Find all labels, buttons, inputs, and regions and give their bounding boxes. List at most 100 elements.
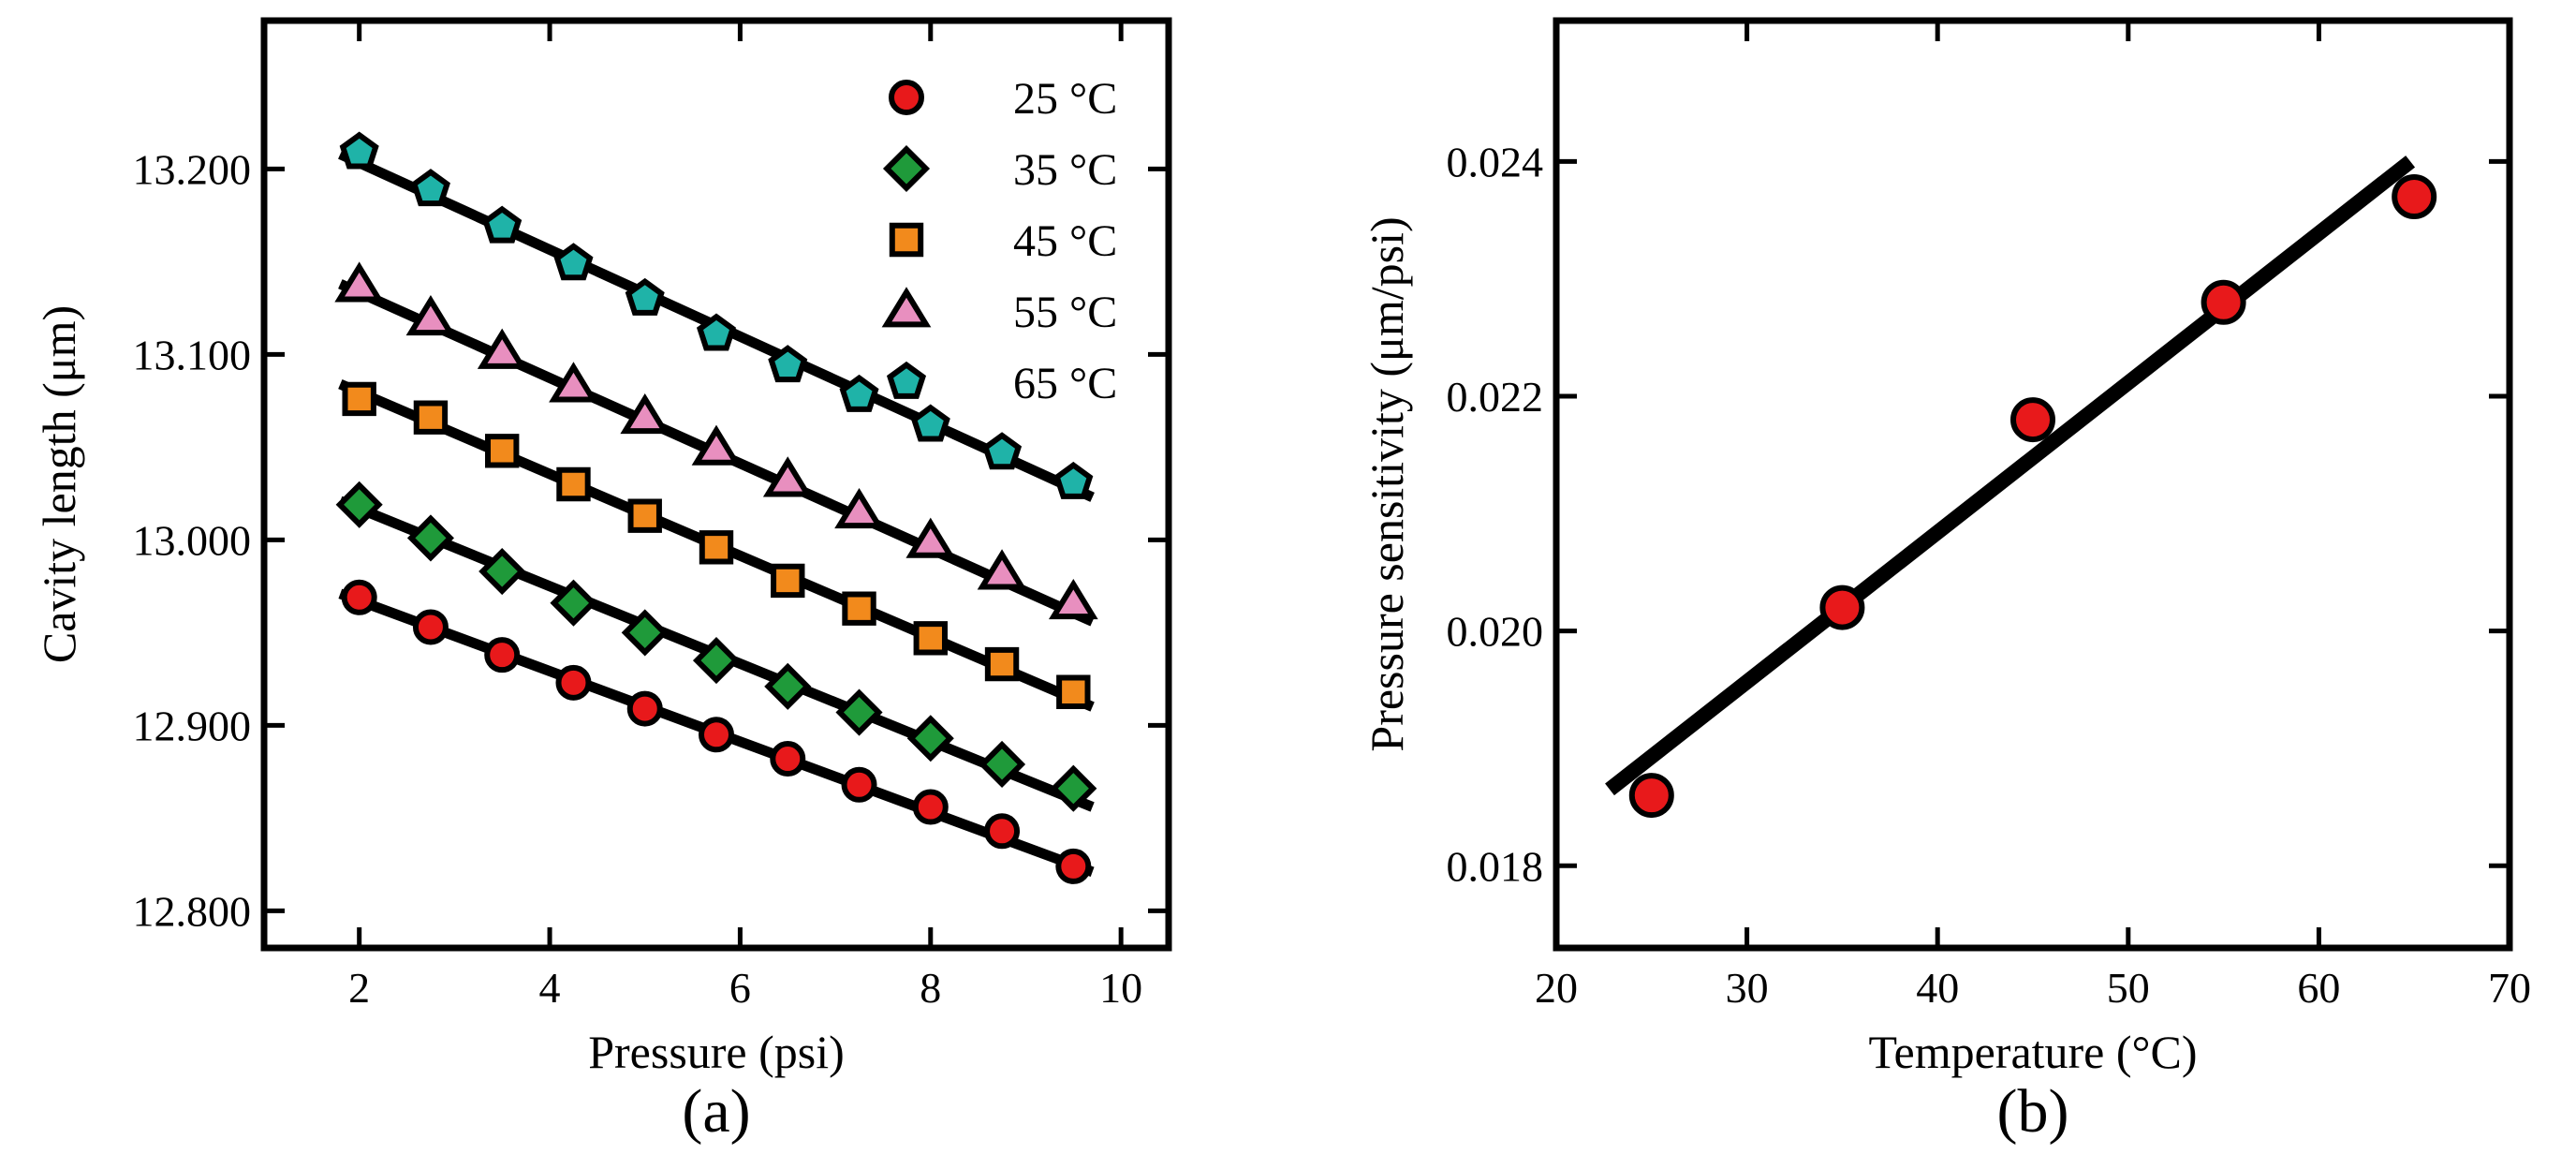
axes-frame (1553, 17, 2513, 952)
data-point-s5-5 (625, 277, 665, 316)
data-point-s3-7 (771, 563, 805, 599)
data-point-s5-2 (410, 169, 450, 207)
data-point-s3-9 (913, 621, 948, 656)
data-point-s2-6 (692, 637, 741, 685)
x-tick-label: 8 (920, 964, 941, 1012)
data-point-s4-7 (762, 456, 813, 497)
y-tick-label: 13.100 (133, 331, 252, 378)
data-point-s2-11 (1050, 764, 1097, 812)
y-tick-label: 13.200 (133, 145, 252, 193)
data-point-s1-2 (412, 609, 449, 645)
legend-label-1: 25 °C (1013, 74, 1117, 124)
y-axis-title: Cavity length (μm) (33, 305, 85, 663)
data-point-s3-5 (627, 498, 662, 533)
legend-marker-5 (886, 361, 927, 399)
data-point-s4-10 (977, 549, 1027, 590)
x-tick-label: 10 (1099, 964, 1142, 1012)
legend-marker-4 (881, 287, 932, 328)
data-point-s3-4 (556, 466, 591, 502)
data-point-s1-10 (984, 813, 1021, 850)
data-point-s2-9 (906, 715, 954, 762)
data-point-s3-2 (413, 400, 449, 435)
data-point-s1-1 (1628, 773, 1674, 819)
data-point-s2-7 (764, 662, 812, 710)
x-axis-title: Pressure (psi) (588, 1026, 845, 1078)
panel-b-pressure-sensitivity-chart: 20 30 40 50 60 70 0.018 0.020 0.022 0.024 Temperat… (1361, 17, 2531, 1146)
legend-marker-3 (889, 222, 924, 258)
data-point-s2-10 (979, 740, 1026, 789)
x-tick-label: 2 (348, 964, 370, 1012)
x-tick-label: 4 (539, 964, 561, 1012)
data-point-s3-10 (984, 646, 1020, 682)
data-point-s4-11 (1048, 578, 1098, 620)
x-tick-label: 70 (2488, 964, 2531, 1012)
data-point-s1-7 (770, 741, 806, 777)
legend: 25 °C 35 °C 45 °C 55 °C 65 °C (881, 74, 1117, 408)
panel-a-cavity-length-chart: 2 4 6 8 10 12.800 12.900 13.000 13.100 13.200 Pres… (33, 17, 1172, 1146)
x-tick-label: 6 (729, 964, 751, 1012)
data-point-s5-7 (768, 345, 808, 383)
y-tick-label: 0.024 (1447, 138, 1544, 185)
data-point-s4-1 (334, 261, 385, 303)
data-point-s1-3 (2010, 397, 2055, 443)
y-tick-label: 0.018 (1447, 842, 1544, 890)
data-point-s2-3 (478, 548, 526, 596)
data-point-s4-8 (834, 487, 884, 529)
data-point-s5-4 (553, 243, 594, 281)
y-tick-label: 12.900 (133, 702, 252, 749)
data-point-s2-5 (621, 609, 669, 657)
data-point-s3-8 (842, 591, 876, 626)
data-point-s2-8 (835, 688, 883, 736)
y-tick-label: 0.022 (1447, 373, 1544, 421)
fit-line-1 (1605, 155, 2416, 796)
data-point-s5-1 (339, 131, 379, 170)
data-point-s1-8 (841, 766, 877, 803)
data-point-s4-4 (549, 362, 598, 403)
data-point-s1-9 (912, 789, 949, 825)
data-point-s5-9 (910, 404, 950, 442)
data-point-s4-3 (477, 328, 527, 369)
data-point-s3-6 (699, 530, 734, 565)
legend-label-3: 45 °C (1013, 216, 1117, 266)
panel-label: (b) (1997, 1077, 2069, 1146)
panel-label: (a) (682, 1077, 750, 1146)
data-point-s3-3 (485, 434, 520, 468)
data-point-s4-5 (620, 392, 670, 435)
x-tick-label: 30 (1726, 964, 1769, 1012)
data-point-s1-6 (699, 717, 734, 753)
legend-marker-2 (882, 144, 931, 193)
data-point-s4-2 (405, 295, 456, 336)
data-point-s5-8 (839, 374, 879, 412)
data-point-s4-6 (691, 424, 742, 466)
data-point-s1-4 (2201, 279, 2246, 325)
data-point-s5-10 (982, 432, 1023, 470)
data-point-s1-4 (555, 664, 592, 701)
data-point-s1-2 (1819, 584, 1865, 630)
data-point-s2-4 (550, 579, 597, 627)
legend-label-2: 35 °C (1013, 145, 1117, 195)
y-tick-label: 12.800 (133, 887, 252, 935)
data-point-s1-5 (626, 690, 663, 727)
y-tick-label: 0.020 (1447, 608, 1544, 656)
data-point-s3-11 (1056, 674, 1091, 709)
data-point-s1-1 (341, 579, 377, 615)
legend-label-4: 55 °C (1013, 288, 1117, 337)
data-point-s2-2 (406, 514, 454, 562)
x-tick-label: 20 (1535, 964, 1578, 1012)
x-tick-label: 50 (2107, 964, 2150, 1012)
legend-label-5: 65 °C (1013, 359, 1117, 408)
data-point-s5-3 (482, 205, 523, 244)
x-axis-title: Temperature (°C) (1868, 1026, 2197, 1078)
y-axis-title: Pressure sensitivity (μm/psi) (1361, 216, 1413, 751)
data-point-s2-1 (335, 481, 383, 528)
data-point-s3-1 (342, 381, 376, 417)
legend-marker-1 (889, 80, 924, 115)
y-tick-label: 13.000 (133, 516, 252, 564)
data-point-s1-5 (2392, 173, 2437, 219)
data-point-s4-9 (905, 517, 956, 558)
axes-frame (260, 17, 1172, 952)
data-point-s1-3 (484, 637, 521, 673)
x-tick-label: 60 (2297, 964, 2340, 1012)
data-point-s5-6 (696, 313, 737, 351)
